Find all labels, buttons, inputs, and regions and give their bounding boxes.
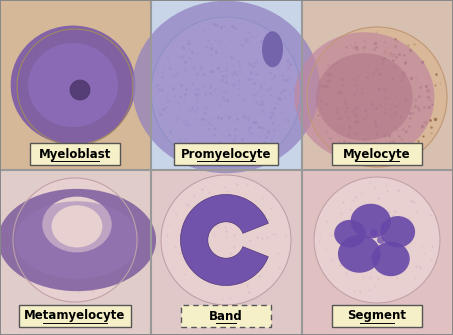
Circle shape	[151, 17, 301, 167]
Text: Myeloblast: Myeloblast	[39, 147, 111, 160]
Circle shape	[307, 27, 447, 167]
FancyBboxPatch shape	[332, 305, 422, 327]
FancyBboxPatch shape	[30, 143, 120, 165]
FancyBboxPatch shape	[302, 0, 453, 170]
FancyBboxPatch shape	[151, 0, 302, 170]
Polygon shape	[181, 195, 268, 285]
FancyBboxPatch shape	[174, 143, 278, 165]
Ellipse shape	[381, 223, 388, 230]
Circle shape	[17, 29, 133, 145]
Ellipse shape	[316, 53, 413, 141]
Ellipse shape	[372, 242, 410, 276]
Ellipse shape	[381, 216, 415, 248]
Ellipse shape	[371, 253, 379, 260]
Circle shape	[161, 175, 291, 305]
Ellipse shape	[338, 235, 381, 273]
Text: Segment: Segment	[347, 310, 406, 323]
Circle shape	[314, 177, 440, 303]
Ellipse shape	[155, 21, 297, 153]
FancyBboxPatch shape	[181, 305, 271, 327]
Ellipse shape	[42, 197, 112, 252]
Ellipse shape	[262, 31, 283, 67]
Circle shape	[70, 80, 90, 100]
Ellipse shape	[351, 204, 391, 239]
FancyBboxPatch shape	[0, 334, 453, 335]
Ellipse shape	[15, 201, 139, 279]
Ellipse shape	[11, 25, 135, 144]
Text: Myelocyte: Myelocyte	[343, 147, 411, 160]
Ellipse shape	[377, 236, 385, 244]
Text: Band: Band	[209, 310, 243, 323]
Circle shape	[13, 178, 137, 302]
Ellipse shape	[370, 229, 378, 237]
Ellipse shape	[334, 220, 366, 248]
FancyBboxPatch shape	[302, 170, 453, 335]
Ellipse shape	[28, 43, 118, 127]
Ellipse shape	[294, 32, 434, 162]
FancyBboxPatch shape	[19, 305, 131, 327]
Ellipse shape	[52, 205, 102, 248]
FancyBboxPatch shape	[151, 170, 302, 335]
FancyBboxPatch shape	[332, 143, 422, 165]
FancyBboxPatch shape	[0, 0, 1, 335]
Text: Metamyelocyte: Metamyelocyte	[24, 310, 125, 323]
Ellipse shape	[0, 189, 156, 291]
Ellipse shape	[132, 1, 320, 173]
FancyBboxPatch shape	[452, 0, 453, 335]
FancyBboxPatch shape	[0, 170, 151, 335]
FancyBboxPatch shape	[0, 0, 453, 1]
Text: Promyelocyte: Promyelocyte	[181, 147, 271, 160]
FancyBboxPatch shape	[0, 0, 151, 170]
